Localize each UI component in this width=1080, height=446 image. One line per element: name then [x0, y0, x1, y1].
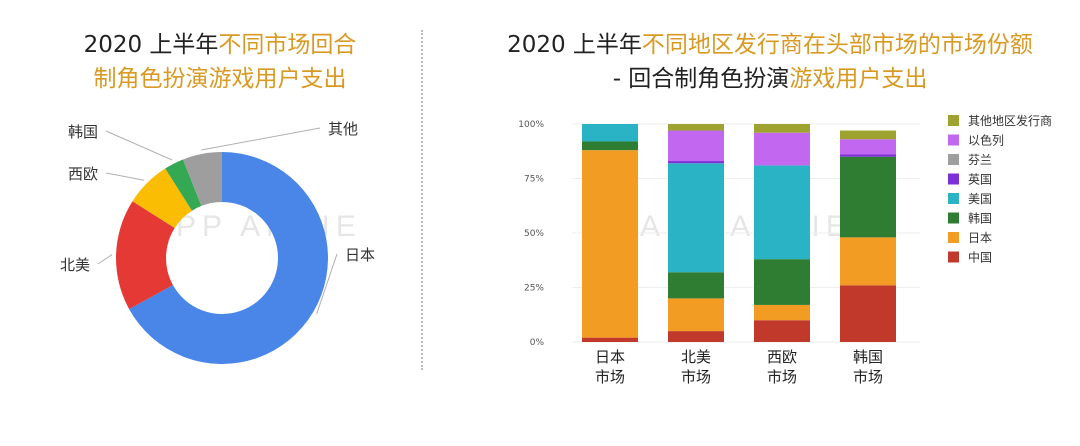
donut-leader-1: [97, 254, 113, 265]
legend-label-7: 中国: [968, 250, 992, 265]
donut-chart-title: 2020 上半年不同市场回合 制角色扮演游戏用户支出: [30, 28, 410, 96]
legend-swatch-7: [948, 251, 959, 263]
legend-swatch-2: [948, 154, 959, 165]
x-category-label-0-1: 市场: [595, 368, 625, 386]
legend-swatch-3: [948, 173, 959, 185]
x-category-label-1-0: 北美: [681, 348, 711, 366]
bar-segment-1-3: [668, 163, 724, 273]
left-title-accent-2: 制角色扮演游戏用户支出: [93, 66, 347, 92]
donut-slice-0: [129, 152, 328, 364]
bar-segment-0-0: [582, 337, 638, 342]
legend-swatch-4: [948, 193, 959, 204]
legend-label-4: 美国: [968, 192, 992, 206]
donut-leader-2: [105, 172, 145, 181]
left-title-year: 2020 上半年: [83, 32, 219, 58]
right-title-year: 2020 上半年: [507, 32, 642, 58]
x-category-label-0-0: 日本: [595, 348, 625, 366]
right-title-accent-1: 不同地区发行商在头部市场的市场份额: [641, 32, 1033, 58]
bar-segment-2-7: [754, 124, 810, 133]
bar-segment-1-7: [668, 124, 724, 131]
bar-segment-0-2: [582, 141, 638, 151]
section-divider: [421, 30, 423, 370]
y-tick-label-0: 0%: [530, 338, 545, 348]
legend-swatch-5: [948, 212, 959, 224]
bar-segment-1-1: [668, 298, 724, 332]
legend-label-6: 日本: [968, 231, 992, 245]
bar-segment-0-1: [582, 150, 638, 338]
bar-segment-3-6: [840, 139, 896, 155]
x-category-label-3-0: 韩国: [853, 348, 883, 366]
bar-segment-3-2: [840, 156, 896, 238]
legend-swatch-0: [948, 115, 959, 126]
right-title-dark-2: - 回合制角色扮演: [612, 66, 790, 92]
bar-segment-1-2: [668, 272, 724, 299]
x-category-label-2-1: 市场: [767, 368, 797, 386]
bar-segment-3-4: [840, 154, 896, 157]
bar-segment-2-3: [754, 165, 810, 260]
y-tick-label-4: 100%: [518, 120, 544, 130]
y-tick-label-1: 25%: [524, 284, 544, 294]
donut-leader-3: [105, 130, 173, 161]
left-title-accent-1: 不同市场回合: [218, 32, 357, 58]
legend-label-3: 英国: [968, 173, 992, 187]
donut-slice-3: [165, 159, 202, 211]
y-tick-label-2: 50%: [524, 229, 544, 239]
bar-segment-3-1: [840, 237, 896, 286]
legend-label-0: 其他地区发行商: [968, 113, 1052, 128]
bar-segment-2-1: [754, 304, 810, 321]
legend-label-1: 以色列: [968, 134, 1004, 148]
donut-slice-4: [182, 152, 222, 206]
bar-segment-1-0: [668, 331, 724, 342]
y-tick-label-3: 75%: [524, 175, 544, 185]
donut-label-1: 北美: [60, 256, 90, 274]
donut-leader-4: [201, 127, 321, 151]
legend-swatch-1: [948, 134, 959, 146]
legend-swatch-6: [948, 232, 959, 243]
bar-segment-1-4: [668, 161, 724, 164]
x-category-label-3-1: 市场: [853, 368, 883, 386]
x-category-label-2-0: 西欧: [767, 348, 797, 366]
bar-segment-2-0: [754, 320, 810, 342]
donut-slice-1: [115, 201, 175, 310]
bar-segment-2-2: [754, 259, 810, 305]
bar-segment-2-6: [754, 132, 810, 166]
bar-segment-3-7: [840, 130, 896, 140]
bar-segment-3-0: [840, 285, 896, 342]
bar-segment-0-3: [582, 124, 638, 142]
donut-label-4: 其他: [328, 120, 358, 138]
x-category-label-1-1: 市场: [681, 368, 711, 386]
legend-label-2: 芬兰: [968, 153, 992, 167]
bar-chart-title: 2020 上半年不同地区发行商在头部市场的市场份额 - 回合制角色扮演游戏用户支…: [470, 28, 1070, 96]
donut-slice-2: [132, 168, 192, 228]
donut-label-0: 日本: [345, 246, 375, 264]
legend-label-5: 韩国: [968, 211, 992, 226]
bar-segment-1-6: [668, 130, 724, 162]
right-title-accent-2: 游戏用户支出: [789, 66, 928, 92]
donut-leader-0: [316, 253, 338, 315]
donut-label-2: 西欧: [68, 165, 98, 183]
donut-label-3: 韩国: [68, 123, 98, 141]
